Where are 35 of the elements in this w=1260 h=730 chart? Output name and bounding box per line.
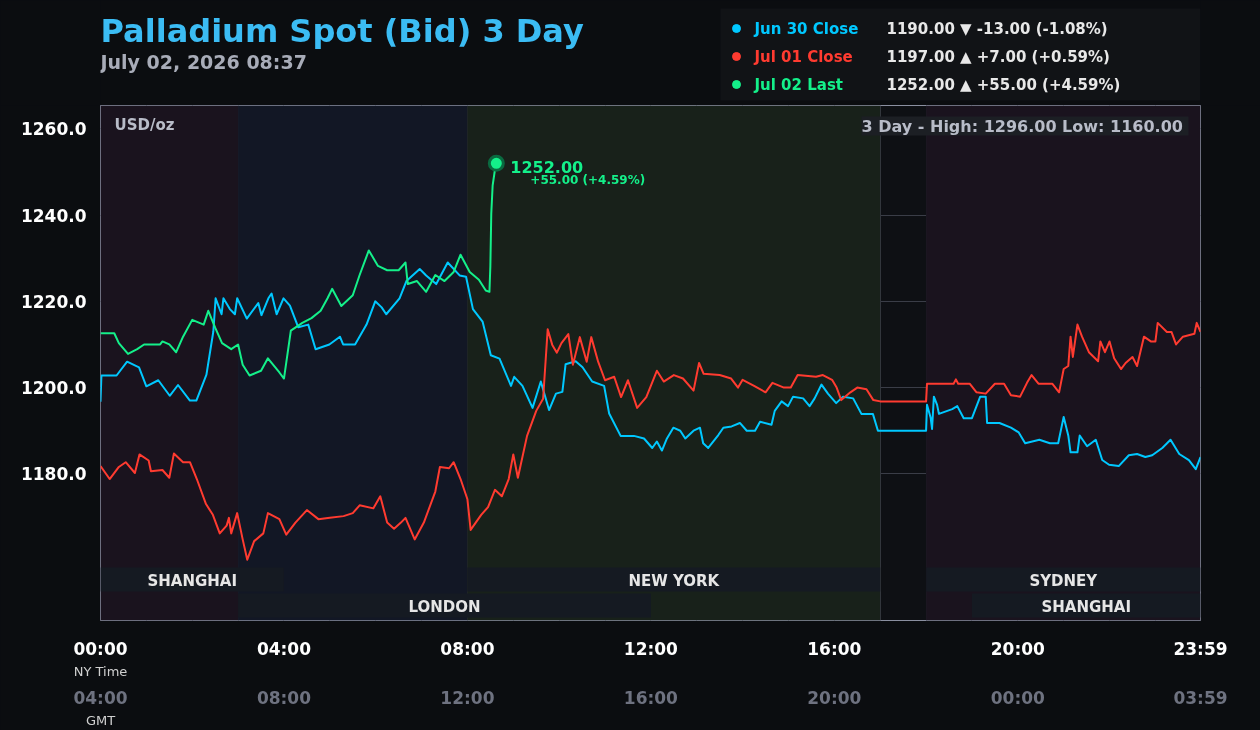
- x2-tick-label: 16:00: [623, 687, 679, 708]
- band-label: LONDON: [408, 597, 481, 616]
- x2-axis-title: GMT: [85, 712, 116, 728]
- band-label: SYDNEY: [1029, 571, 1099, 590]
- y-tick-label: 1260.0: [20, 119, 87, 140]
- band-label: SHANGHAI: [147, 571, 238, 590]
- x-tick-label: 12:00: [623, 638, 679, 659]
- x-tick-label: 00:00: [73, 638, 128, 659]
- band-label: NEW YORK: [628, 571, 721, 590]
- x-tick-label: 16:00: [807, 638, 862, 659]
- x2-tick-label: 00:00: [990, 687, 1046, 708]
- x-tick-label: 23:59: [1173, 638, 1228, 659]
- legend-label: Jul 01 Close: [753, 47, 853, 66]
- y-tick-label: 1220.0: [20, 291, 87, 312]
- x2-tick-label: 08:00: [256, 687, 312, 708]
- y-tick-label: 1180.0: [20, 464, 87, 485]
- text: 1252.00 ▲ +55.00 (+4.59%): [886, 75, 1121, 94]
- x2-tick-label: 04:00: [73, 687, 128, 708]
- text: 1190.00 ▼ -13.00 (-1.08%): [886, 19, 1108, 38]
- chart-title: Palladium Spot (Bid) 3 Day: [100, 11, 584, 50]
- x-tick-label: 08:00: [440, 638, 495, 659]
- text: 1197.00 ▲ +7.00 (+0.59%): [886, 47, 1110, 66]
- y-tick-label: 1200.0: [20, 378, 87, 399]
- legend-label: Jun 30 Close: [753, 19, 859, 38]
- x-tick-label: 04:00: [256, 638, 312, 659]
- annotation: 3 Day - High: 1296.00 Low: 1160.00: [861, 116, 1183, 136]
- y-tick-label: 1240.0: [20, 205, 87, 226]
- legend-label: Jul 02 Last: [753, 75, 843, 94]
- y-axis-title: USD/oz: [114, 115, 175, 134]
- x-tick-label: 20:00: [990, 638, 1046, 659]
- x2-tick-label: 03:59: [1173, 687, 1228, 708]
- band-label: SHANGHAI: [1041, 597, 1132, 616]
- x2-tick-label: 20:00: [807, 687, 862, 708]
- x-axis-title: NY Time: [73, 663, 128, 679]
- x2-tick-label: 12:00: [440, 687, 495, 708]
